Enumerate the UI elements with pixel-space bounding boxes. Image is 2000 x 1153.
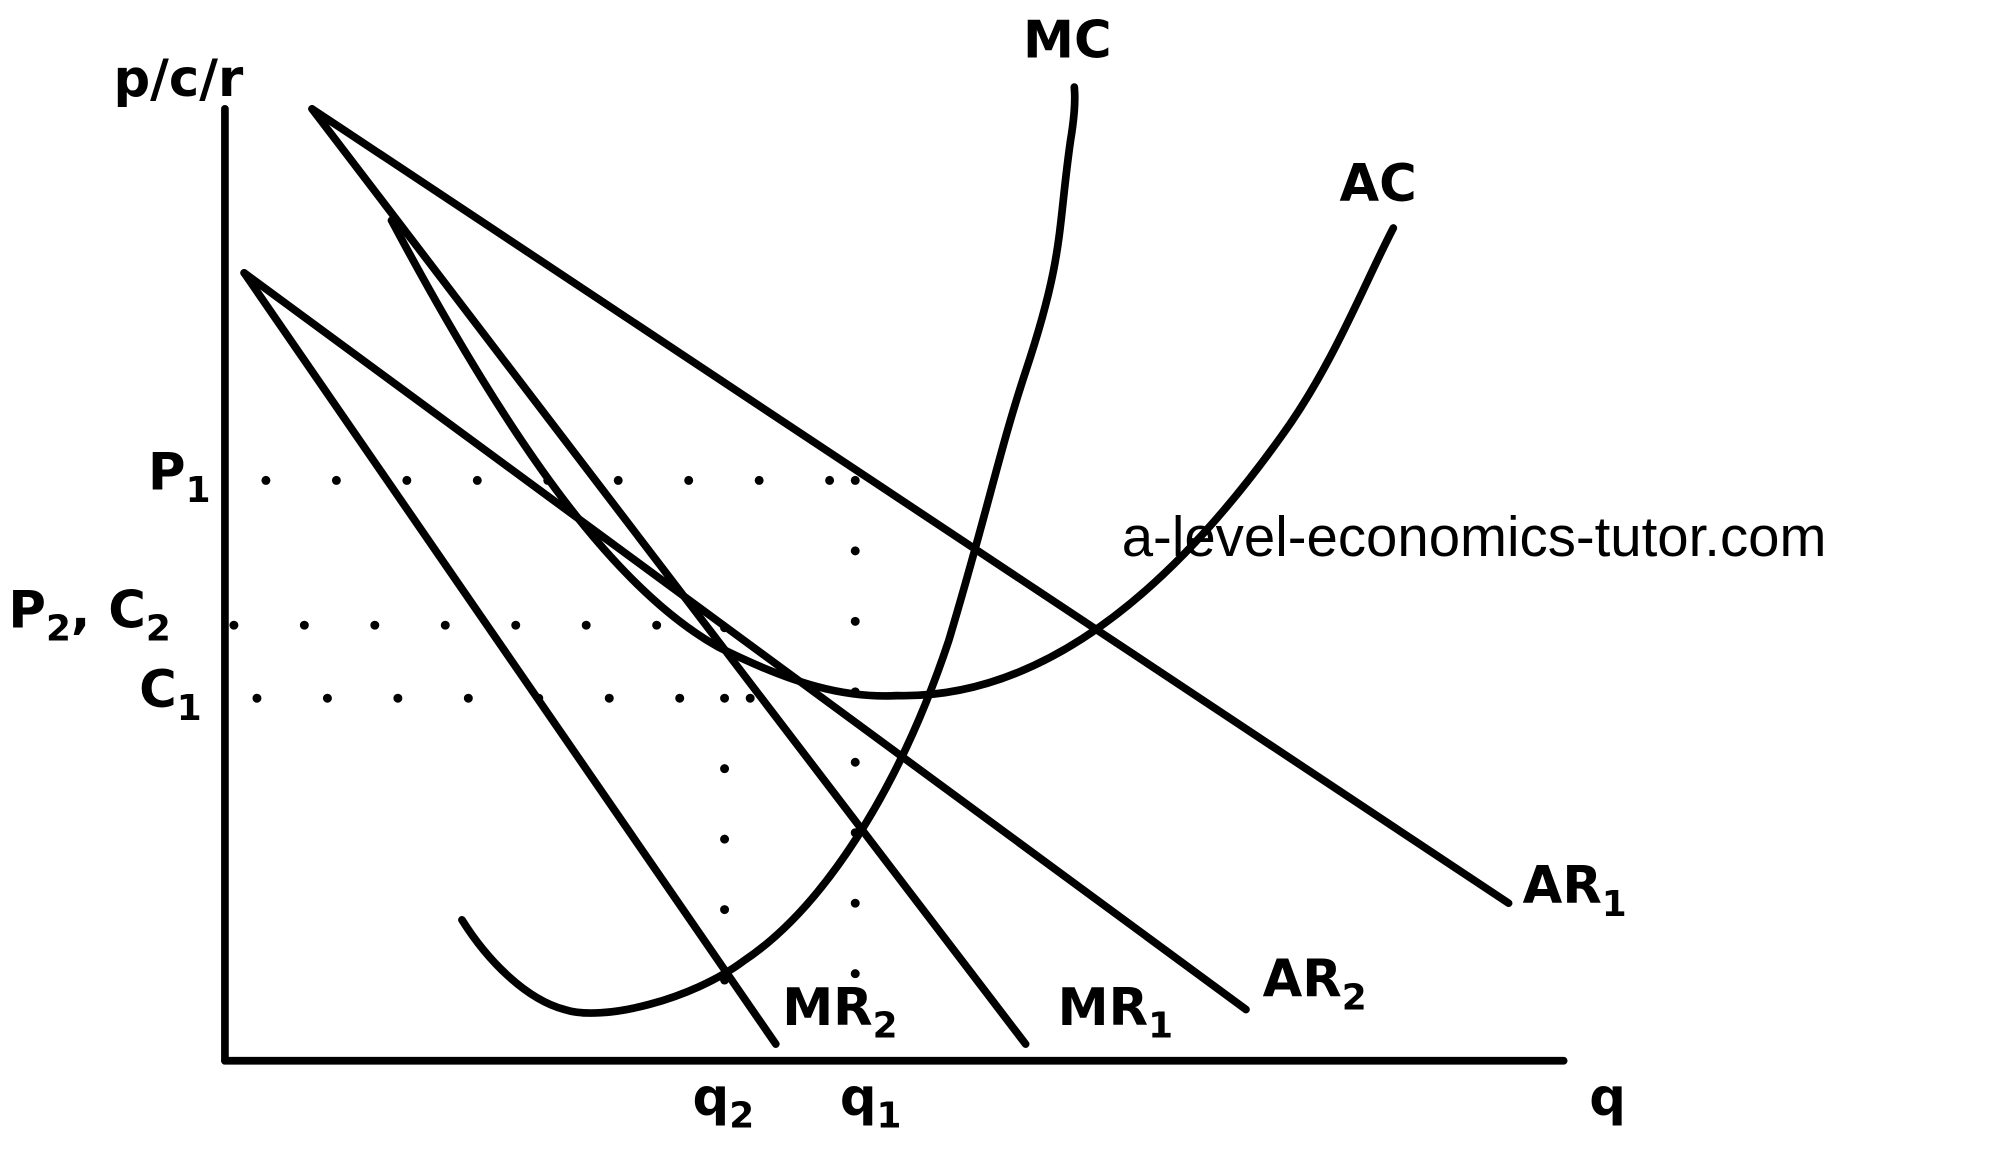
curve-label: AR1 (1523, 856, 1627, 925)
label-text: AR (1263, 950, 1342, 1010)
label-text: AR (1523, 856, 1602, 916)
subscript: 1 (177, 688, 202, 729)
ar2-line (240, 269, 1250, 1014)
mc-curve (458, 83, 1079, 1017)
x-axis-label: q (1589, 1068, 1626, 1128)
label-text: C (139, 660, 177, 720)
label-text: q (693, 1068, 730, 1128)
curve-label: MC (1023, 11, 1112, 71)
subscript: 2 (729, 1095, 754, 1136)
subscript: 1 (1602, 884, 1627, 925)
label-text: MR (782, 978, 872, 1038)
x-marker: q2 (693, 1068, 755, 1137)
label-text: P (148, 442, 186, 502)
ar1-line (308, 105, 1513, 908)
subscript: 1 (877, 1095, 902, 1136)
y-marker: P2, C2 (8, 581, 170, 650)
curve-label: AC (1339, 154, 1416, 214)
curve-label: MR2 (782, 978, 897, 1047)
y-marker: C1 (139, 660, 202, 729)
mr1-line (308, 105, 1030, 1048)
subscript: 1 (1148, 1006, 1173, 1047)
label-text: p/c/r (113, 49, 243, 109)
label-text: q (1589, 1068, 1626, 1128)
label-text: MR (1058, 978, 1148, 1038)
subscript: 2 (46, 609, 71, 650)
x-marker: q1 (840, 1068, 902, 1137)
curve-label: AR2 (1263, 950, 1367, 1019)
y-axis-label: p/c/r (113, 49, 243, 109)
y-marker: P1 (148, 442, 211, 511)
label-text: q (840, 1068, 877, 1128)
label-text: , C (71, 581, 146, 641)
curve-label: MR1 (1058, 978, 1173, 1047)
label-text: MC (1023, 11, 1112, 71)
watermark: a-level-economics-tutor.com (1122, 505, 1827, 568)
label-text: AC (1339, 154, 1416, 214)
mr2-line (240, 269, 780, 1048)
ac-curve (387, 216, 1398, 700)
label-text: P (8, 581, 46, 641)
subscript: 2 (1342, 978, 1367, 1019)
subscript: 1 (186, 470, 211, 511)
subscript: 2 (146, 609, 171, 650)
subscript: 2 (873, 1006, 898, 1047)
